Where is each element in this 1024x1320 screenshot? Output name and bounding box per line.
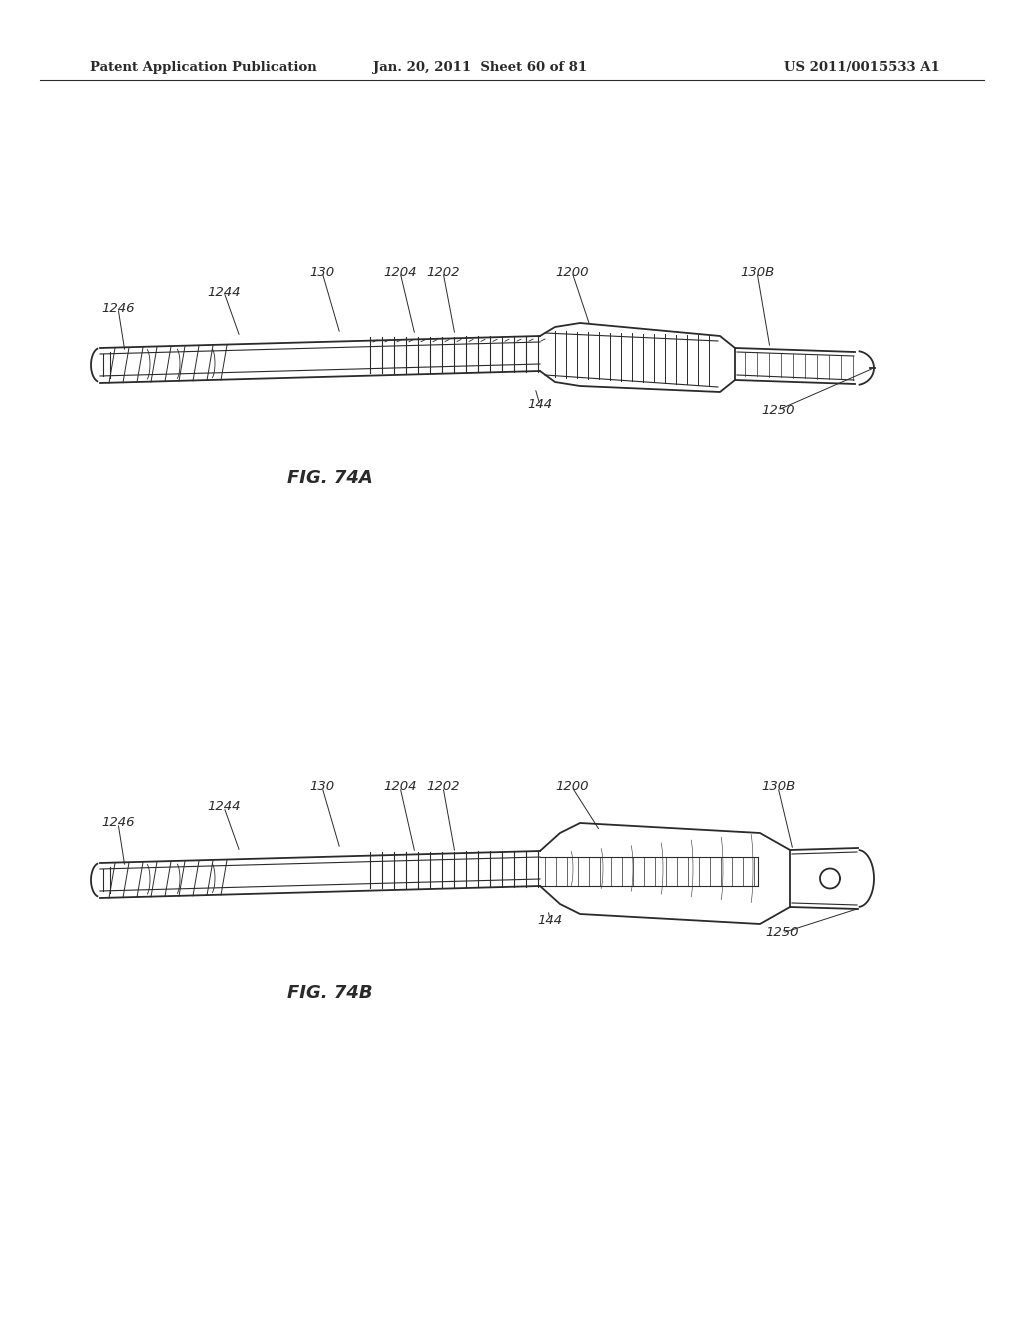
Text: Jan. 20, 2011  Sheet 60 of 81: Jan. 20, 2011 Sheet 60 of 81 — [373, 62, 587, 74]
Text: 1202: 1202 — [426, 265, 460, 279]
Text: 1200: 1200 — [555, 265, 589, 279]
Text: 1202: 1202 — [426, 780, 460, 793]
Text: 1244: 1244 — [207, 285, 241, 298]
Text: 144: 144 — [527, 399, 553, 412]
Text: 1246: 1246 — [101, 817, 135, 829]
Text: 1200: 1200 — [555, 780, 589, 793]
Text: 1244: 1244 — [207, 800, 241, 813]
Text: Patent Application Publication: Patent Application Publication — [90, 62, 316, 74]
Text: 1204: 1204 — [383, 780, 417, 793]
Text: US 2011/0015533 A1: US 2011/0015533 A1 — [784, 62, 940, 74]
Text: 144: 144 — [538, 913, 562, 927]
Text: FIG. 74B: FIG. 74B — [287, 983, 373, 1002]
Text: 130B: 130B — [761, 780, 795, 793]
Text: 1250: 1250 — [765, 927, 799, 940]
Text: 1246: 1246 — [101, 301, 135, 314]
Text: FIG. 74A: FIG. 74A — [287, 469, 373, 487]
Text: 1204: 1204 — [383, 265, 417, 279]
Text: 130: 130 — [309, 265, 335, 279]
Text: 130B: 130B — [740, 265, 774, 279]
Text: 1250: 1250 — [761, 404, 795, 417]
Text: 130: 130 — [309, 780, 335, 793]
